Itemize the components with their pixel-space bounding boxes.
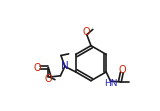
Text: HN: HN: [104, 79, 117, 88]
Text: O: O: [119, 65, 126, 75]
Text: O: O: [83, 27, 91, 37]
Text: O: O: [34, 63, 41, 73]
Text: N: N: [61, 61, 69, 71]
Text: O: O: [44, 74, 52, 84]
